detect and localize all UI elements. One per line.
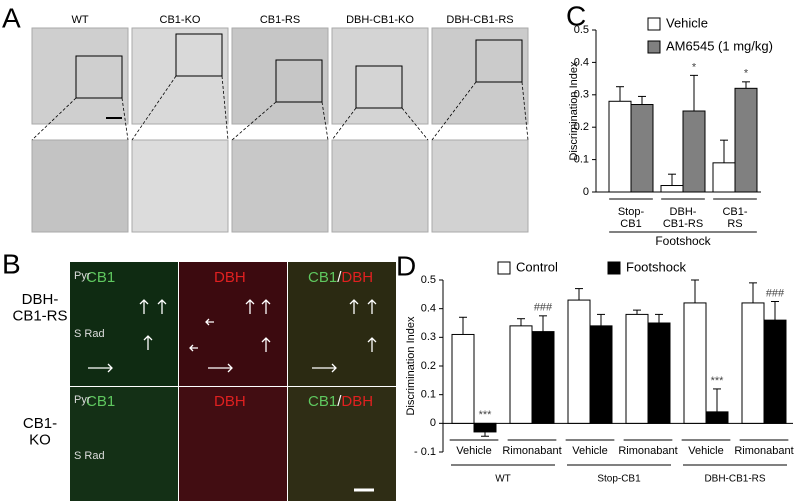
significance-label: ### (766, 287, 785, 299)
channel-label: CB1 (86, 269, 115, 286)
panel-label: A (2, 2, 21, 33)
legend-swatch (647, 17, 661, 31)
bar (625, 313, 649, 424)
x-tick-label: Rimonabant (502, 445, 561, 457)
y-tick-label: 0.2 (574, 121, 589, 133)
y-tick-label: 0.2 (421, 360, 436, 372)
bar (683, 302, 707, 424)
channel-label: CB1 (308, 393, 337, 410)
group-label: DBH-CB1-RS (704, 474, 765, 485)
y-tick-label: 0.4 (574, 56, 589, 68)
bar (473, 422, 497, 433)
group-label: Stop-CB1 (597, 474, 641, 485)
panel-label: D (396, 250, 416, 281)
column-label: CB1-KO (160, 14, 201, 26)
panel-a-images (31, 27, 529, 233)
y-tick-label: 0 (583, 186, 589, 198)
x-tick-label: Vehicle (456, 445, 491, 457)
y-tick-label: 0.3 (421, 331, 436, 343)
bar (451, 333, 475, 424)
x-tick-label: Vehicle (572, 445, 607, 457)
region-label: S Rad (74, 328, 105, 340)
x-tick-label: Rimonabant (618, 445, 677, 457)
legend-swatch (607, 261, 621, 275)
legend-swatch (647, 40, 661, 54)
group-label: Footshock (655, 234, 711, 248)
y-axis-title: Discrimination Index (405, 316, 417, 416)
y-tick-label: 0.1 (421, 389, 436, 401)
bar (712, 162, 736, 193)
bar (608, 100, 632, 193)
bar (682, 110, 706, 193)
region-label: Pyr (74, 270, 91, 282)
column-label: WT (71, 14, 88, 26)
bar (741, 302, 765, 424)
group-label: WT (495, 474, 511, 485)
legend-label: Footshock (626, 259, 686, 274)
separator: / (337, 269, 342, 286)
channel-label: CB1/DBH (308, 269, 373, 286)
region-label: S Rad (74, 450, 105, 462)
x-tick-label: Rimonabant (734, 445, 793, 457)
significance-label: ### (534, 302, 553, 314)
x-tick-label: CB1-RS (722, 206, 747, 230)
bar (647, 322, 671, 424)
y-tick-label: 0.3 (574, 89, 589, 101)
row-label: CB1-KO (23, 415, 57, 449)
bar (630, 104, 654, 193)
legend-label: AM6545 (1 mg/kg) (666, 38, 773, 53)
channel-label: CB1 (86, 393, 115, 410)
legend-label: Control (516, 259, 558, 274)
legend-swatch (497, 261, 511, 275)
channel-label: DBH (214, 393, 246, 410)
separator: / (337, 393, 342, 410)
bar (567, 299, 591, 424)
x-tick-label: Vehicle (688, 445, 723, 457)
significance-label: * (692, 61, 697, 73)
significance-label: * (744, 68, 749, 80)
legend-label: Vehicle (666, 15, 708, 30)
y-tick-label: 0 (430, 417, 436, 429)
channel-label: DBH (341, 393, 373, 410)
charts: C Discrimination Index 0 0.1 0.2 0.3 0.4 0.5 Sto… (396, 0, 794, 484)
significance-label: *** (479, 409, 493, 421)
bar (734, 87, 758, 193)
column-label: DBH-CB1-KO (346, 14, 414, 26)
y-tick-label: 0.5 (574, 24, 589, 36)
column-label: DBH-CB1-RS (446, 14, 513, 26)
channel-label: CB1 (308, 269, 337, 286)
y-tick-label: - 0.1 (414, 446, 436, 458)
bar (589, 325, 613, 424)
panel-label: B (2, 248, 21, 279)
column-label: CB1-RS (260, 14, 300, 26)
bar (763, 319, 787, 424)
channel-label: CB1/DBH (308, 393, 373, 410)
y-tick-label: 0.4 (421, 303, 436, 315)
channel-label: DBH (214, 269, 246, 286)
bar (660, 185, 684, 193)
y-tick-label: 0.1 (574, 154, 589, 166)
x-tick-label: Stop-CB1 (618, 206, 645, 230)
x-tick-label: DBH-CB1-RS (663, 206, 703, 230)
y-tick-label: 0.5 (421, 274, 436, 286)
significance-label: *** (711, 375, 725, 387)
y-axis-title: Discrimination Index (568, 61, 580, 161)
panel-label: C (566, 0, 586, 31)
row-label: DBH-CB1-RS (12, 291, 67, 325)
bar (705, 411, 729, 424)
bar (509, 325, 533, 424)
panel-b-images (70, 262, 396, 501)
bar (531, 331, 555, 424)
channel-label: DBH (341, 269, 373, 286)
region-label: Pyr (74, 394, 91, 406)
